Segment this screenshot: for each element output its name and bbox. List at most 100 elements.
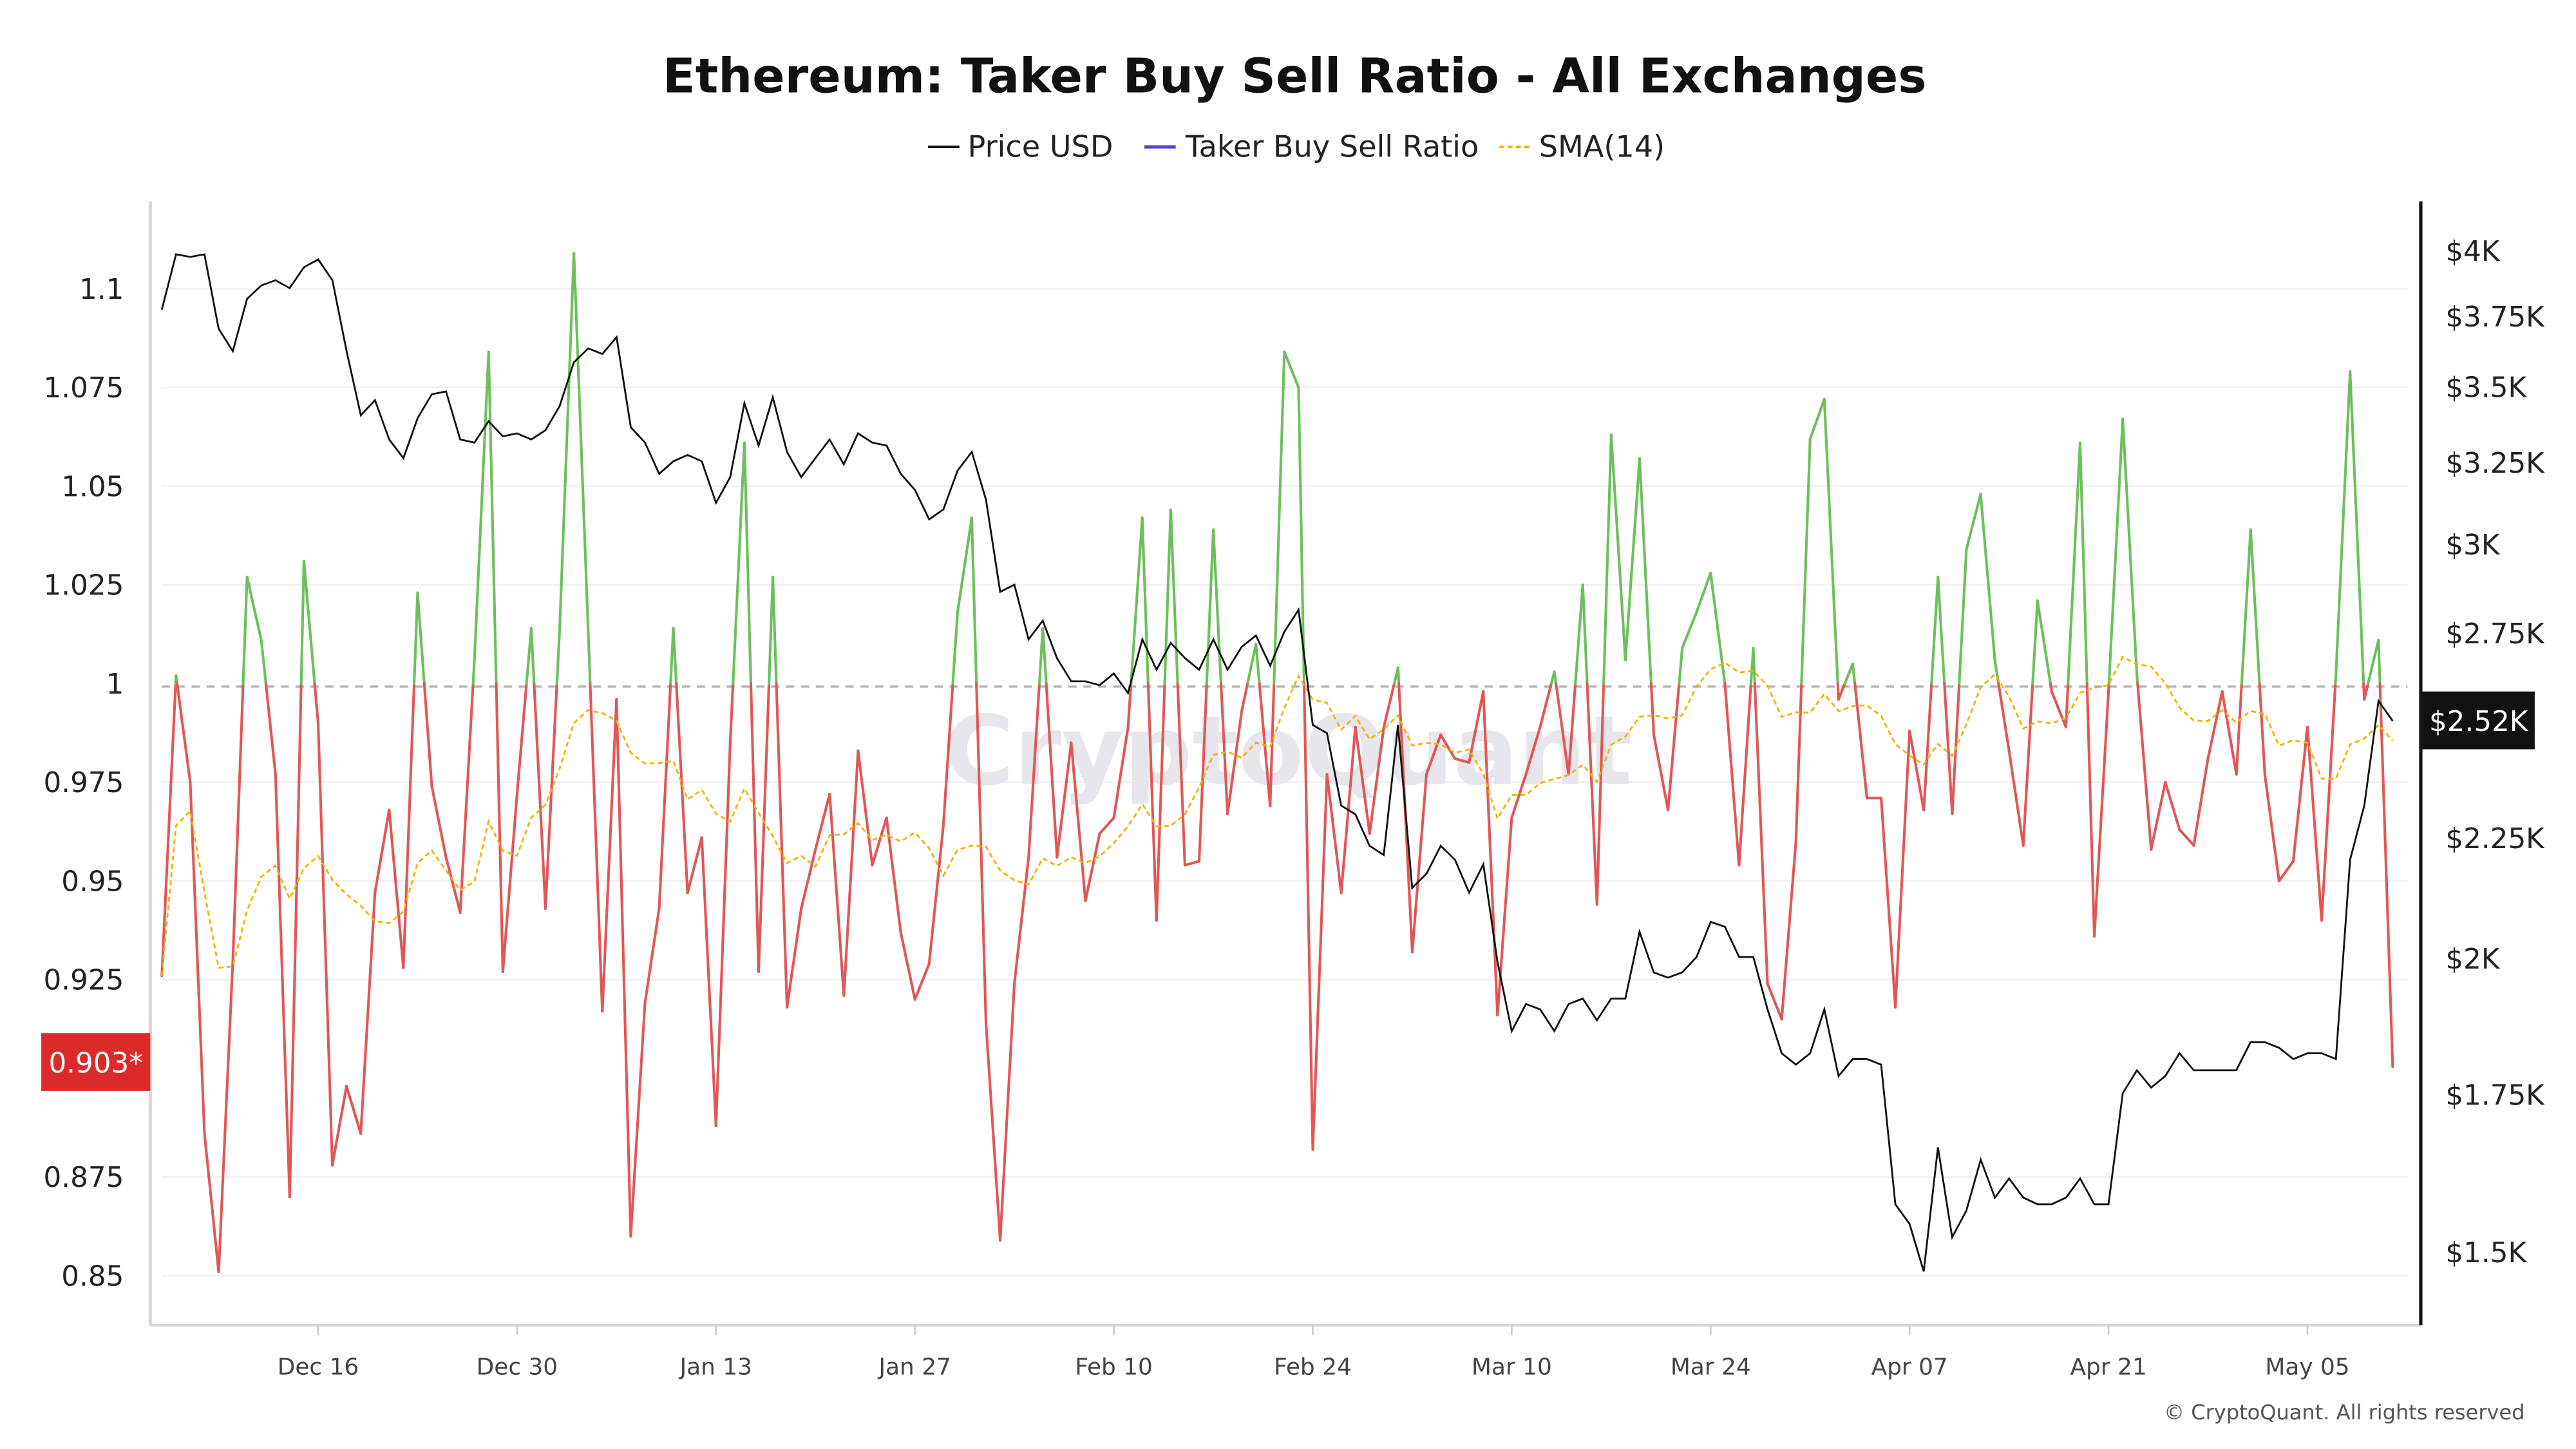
legend-label-price: Price USD: [968, 129, 1113, 164]
ratio-segment: [203, 1132, 220, 1273]
ratio-segment: [1586, 682, 1598, 906]
ratio-segment: [2007, 749, 2025, 847]
ratio-segment: [487, 350, 498, 685]
right-axis-tick-label: $3.5K: [2445, 372, 2527, 404]
ratio-segment: [1752, 647, 1756, 685]
ratio-segment: [1027, 682, 1041, 859]
ratio-segment: [160, 682, 177, 978]
ratio-segment: [658, 682, 672, 910]
ratio-segment: [1396, 666, 1401, 685]
ratio-segment: [299, 560, 305, 685]
ratio-segment: [2067, 441, 2082, 685]
ratio-segment: [927, 824, 945, 965]
ratio-segment: [1567, 682, 1577, 776]
ratio-segment: [1853, 682, 1869, 800]
current-price-badge: $2.52K: [2422, 691, 2535, 750]
right-axis-labels: $4K $3.75K $3.5K $3.25K $3K $2.75K $2.25K $2K $1…: [2445, 236, 2545, 1269]
ratio-segment: [1098, 816, 1115, 835]
left-axis-tick-label: 0.95: [61, 866, 124, 898]
ratio-segment: [871, 816, 888, 867]
ratio-segment: [2334, 370, 2352, 677]
ratio-segment: [1183, 860, 1201, 867]
ratio-segment: [1269, 682, 1276, 808]
legend-item-ratio[interactable]: Taker Buy Sell Ratio: [1144, 129, 1479, 164]
ratio-segment: [288, 682, 303, 1198]
ratio-segment: [589, 682, 604, 1013]
ratio-segment: [1843, 662, 1854, 685]
ratio-segment: [975, 682, 988, 1025]
ratio-segment: [558, 252, 576, 630]
ratio-segment: [643, 907, 661, 1005]
sma-series-line: [160, 656, 2394, 976]
legend-item-price[interactable]: Price USD: [928, 129, 1113, 164]
ratio-segment: [1425, 734, 1443, 776]
left-axis-tick-label: 1.05: [61, 471, 124, 503]
x-axis-tick-label: Apr 21: [2070, 1354, 2147, 1381]
ratio-segment: [1624, 457, 1642, 661]
ratio-segment: [1510, 773, 1528, 819]
ratio-segment: [1297, 386, 1306, 685]
ratio-segment: [1439, 734, 1457, 760]
ratio-segment: [1678, 647, 1684, 685]
ratio-segment: [1930, 575, 1940, 685]
ratio-segment: [2192, 757, 2210, 847]
ratio-segment: [1753, 682, 1769, 985]
ratio-segment: [1553, 670, 1558, 685]
ratio-segment: [970, 516, 978, 685]
ratio-segment: [771, 575, 778, 685]
ratio-segment: [1979, 493, 1996, 661]
x-axis-tick-label: Jan 27: [877, 1354, 951, 1381]
ratio-segment: [1141, 516, 1150, 685]
ratio-segment: [1211, 528, 1223, 685]
ratio-segment: [675, 682, 689, 895]
ratio-segment: [786, 907, 803, 1009]
left-axis-labels: 1.1 1.075 1.05 1.025 1 0.975 0.95 0.925 0.875 0.8…: [44, 274, 124, 1293]
ratio-segment: [1169, 508, 1179, 685]
ratio-segment: [416, 591, 426, 685]
ratio-segment: [1197, 682, 1208, 863]
ratio-segment: [1056, 741, 1073, 859]
ratio-segment: [2150, 781, 2167, 851]
ratio-segment: [984, 1021, 1002, 1242]
left-axis-tick-label: 1: [106, 668, 124, 701]
ratio-segment: [359, 891, 377, 1135]
ratio-segment: [1084, 832, 1101, 902]
ratio-segment: [1574, 583, 1584, 685]
ratio-segment: [942, 682, 954, 828]
left-axis-tick-label: 0.925: [44, 965, 124, 997]
ratio-segment: [587, 627, 592, 685]
ratio-segment: [501, 793, 518, 973]
ratio-segment: [2178, 828, 2195, 847]
ratio-segment: [422, 682, 433, 788]
current-ratio-badge: 0.903*: [41, 1033, 151, 1091]
ratio-segment: [2164, 781, 2181, 831]
ratio-segment: [1013, 856, 1030, 985]
legend-item-sma[interactable]: SMA(14): [1499, 129, 1665, 164]
ratio-series: [160, 252, 2394, 1273]
ratio-segment: [1609, 433, 1627, 661]
left-axis-tick-label: 0.875: [44, 1162, 124, 1194]
ratio-segment: [1273, 350, 1286, 685]
ratio-segment: [2206, 690, 2224, 760]
legend[interactable]: Price USD Taker Buy Sell Ratio SMA(14): [928, 129, 1665, 164]
ratio-segment: [529, 627, 536, 685]
ratio-segment: [473, 350, 490, 661]
ratio-segment: [264, 682, 277, 776]
ratio-segment: [1595, 682, 1605, 906]
ratio-segment: [857, 749, 874, 867]
ratio-segment: [2367, 638, 2380, 685]
ratio-segment: [274, 773, 291, 1198]
right-axis-tick-label: $3.75K: [2445, 301, 2545, 334]
ratio-segment: [1255, 643, 1261, 685]
ratio-segment: [2031, 599, 2039, 685]
ratio-segment: [573, 252, 590, 630]
ratio-segment: [728, 682, 735, 744]
ratio-segment: [1070, 741, 1087, 902]
ratio-segment: [828, 793, 846, 997]
ratio-segment: [175, 682, 192, 784]
ratio-segment: [686, 836, 703, 895]
right-axis-tick-label: $2.75K: [2445, 618, 2545, 650]
ratio-segment: [1146, 682, 1158, 922]
ratio-segment: [2363, 682, 2370, 701]
